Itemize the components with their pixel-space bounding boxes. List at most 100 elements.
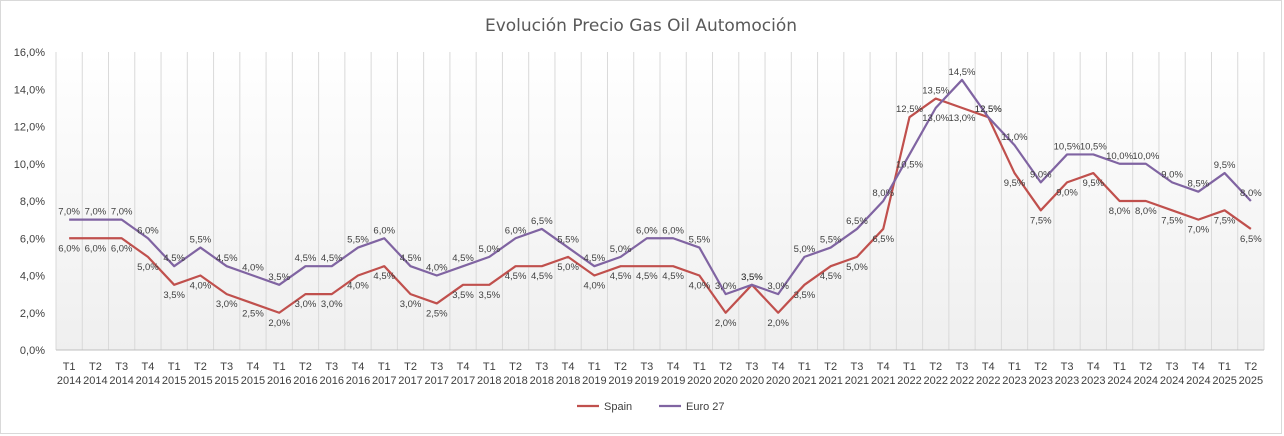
data-label-spain: 4,5% [505,271,527,282]
data-label-spain: 4,5% [610,271,632,282]
x-tick-year: 2025 [1239,375,1263,387]
x-tick-year: 2017 [372,375,396,387]
x-tick-year: 2022 [897,375,921,387]
x-tick-year: 2014 [57,375,81,387]
data-label-euro-27: 4,5% [321,253,343,264]
x-tick-year: 2022 [950,375,974,387]
data-label-euro-27: 12,5% [975,104,1002,115]
data-label-spain: 4,0% [584,281,606,292]
x-tick-quarter: T4 [877,361,890,373]
data-label-euro-27: 5,5% [689,235,711,246]
x-tick-year: 2020 [687,375,711,387]
data-label-spain: 5,0% [557,262,579,273]
legend: Spain Euro 27 [577,401,725,413]
y-tick-label: 2,0% [20,308,45,320]
x-tick-year: 2024 [1160,375,1184,387]
x-tick-quarter: T2 [509,361,522,373]
x-tick-quarter: T3 [745,361,758,373]
data-label-spain: 9,5% [1082,178,1104,189]
x-tick-quarter: T1 [903,361,916,373]
chart-title: Evolución Precio Gas Oil Automoción [485,16,797,36]
x-tick-quarter: T3 [430,361,443,373]
data-label-euro-27: 4,5% [295,253,317,264]
x-tick-quarter: T1 [273,361,286,373]
x-tick-quarter: T2 [929,361,942,373]
x-tick-year: 2023 [1002,375,1026,387]
x-tick-year: 2015 [188,375,212,387]
data-label-euro-27: 6,5% [846,216,868,227]
data-label-euro-27: 9,5% [1214,160,1236,171]
x-tick-quarter: T1 [483,361,496,373]
y-tick-label: 16,0% [14,47,45,59]
x-tick-quarter: T1 [378,361,391,373]
data-label-spain: 4,5% [531,271,553,282]
data-label-euro-27: 5,0% [610,244,632,255]
data-label-euro-27: 10,5% [896,159,923,170]
data-label-spain: 6,5% [1240,234,1262,245]
x-tick-year: 2024 [1186,375,1210,387]
x-tick-quarter: T3 [220,361,233,373]
data-label-spain: 4,5% [636,271,658,282]
y-tick-label: 12,0% [14,122,45,134]
legend-label-euro-27: Euro 27 [686,401,725,413]
data-label-euro-27: 6,0% [137,225,159,236]
data-label-spain: 8,0% [1135,206,1157,217]
data-label-euro-27: 6,0% [505,225,527,236]
x-tick-quarter: T2 [1139,361,1152,373]
data-label-spain: 4,5% [373,271,395,282]
data-label-euro-27: 4,5% [400,253,422,264]
x-tick-quarter: T2 [299,361,312,373]
data-label-euro-27: 5,5% [820,235,842,246]
data-label-spain: 13,5% [922,86,949,97]
data-label-spain: 6,5% [872,234,894,245]
x-tick-year: 2020 [740,375,764,387]
x-tick-quarter: T4 [1192,361,1205,373]
x-tick-year: 2018 [503,375,527,387]
data-label-spain: 4,0% [689,281,711,292]
x-tick-quarter: T2 [404,361,417,373]
data-label-euro-27: 14,5% [949,67,976,78]
x-tick-quarter: T4 [457,361,470,373]
data-label-euro-27: 6,5% [531,216,553,227]
x-tick-year: 2021 [871,375,895,387]
data-label-spain: 13,0% [949,113,976,124]
x-tick-quarter: T4 [772,361,785,373]
x-tick-quarter: T3 [535,361,548,373]
x-axis: T1 2014 T2 2014 T3 2014 T4 2014 T1 2015 T2 2015 T3 20… [57,361,1263,387]
y-tick-label: 8,0% [20,196,45,208]
y-tick-label: 10,0% [14,159,45,171]
data-label-spain: 2,0% [715,318,737,329]
data-label-euro-27: 10,5% [1054,141,1081,152]
data-label-euro-27: 7,0% [85,207,107,218]
x-tick-year: 2023 [1081,375,1105,387]
data-label-spain: 4,0% [190,281,212,292]
x-tick-year: 2019 [661,375,685,387]
data-label-spain: 3,5% [794,290,816,301]
data-label-spain: 12,5% [975,104,1002,115]
data-label-euro-27: 7,0% [58,207,80,218]
data-label-spain: 2,5% [242,308,264,319]
x-tick-year: 2023 [1055,375,1079,387]
x-tick-year: 2025 [1212,375,1236,387]
data-label-euro-27: 3,5% [268,272,290,283]
x-tick-year: 2015 [214,375,238,387]
x-tick-year: 2023 [1029,375,1053,387]
data-label-spain: 4,5% [820,271,842,282]
x-tick-quarter: T1 [798,361,811,373]
data-label-euro-27: 8,0% [872,188,894,199]
data-label-spain: 8,0% [1109,206,1131,217]
x-tick-year: 2016 [293,375,317,387]
x-tick-year: 2016 [267,375,291,387]
x-tick-year: 2022 [923,375,947,387]
data-label-euro-27: 3,0% [767,281,789,292]
x-tick-year: 2018 [530,375,554,387]
x-tick-year: 2020 [713,375,737,387]
data-label-euro-27: 8,5% [1188,179,1210,190]
x-tick-quarter: T1 [1008,361,1021,373]
data-label-spain: 7,5% [1161,215,1183,226]
x-tick-year: 2017 [398,375,422,387]
data-label-euro-27: 6,0% [373,225,395,236]
x-tick-quarter: T3 [1166,361,1179,373]
x-tick-quarter: T2 [614,361,627,373]
data-label-spain: 2,0% [268,318,290,329]
